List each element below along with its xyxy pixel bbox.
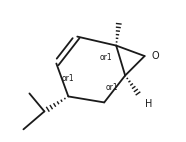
Text: H: H	[145, 99, 153, 109]
Text: O: O	[151, 51, 159, 61]
Text: or1: or1	[105, 83, 118, 92]
Text: or1: or1	[62, 74, 75, 83]
Text: or1: or1	[99, 53, 112, 62]
